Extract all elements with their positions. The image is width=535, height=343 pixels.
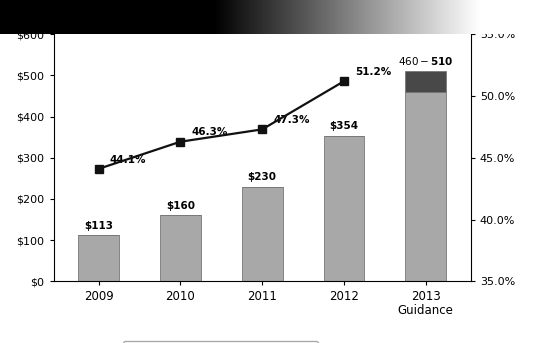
Text: $230: $230 (248, 173, 277, 182)
Text: $160: $160 (166, 201, 195, 211)
Legend: Revenue, Gross Margin: Revenue, Gross Margin (123, 341, 318, 343)
Text: $354: $354 (330, 121, 358, 131)
Text: 46.3%: 46.3% (192, 127, 228, 138)
Text: 44.1%: 44.1% (110, 155, 147, 165)
Text: 51.2%: 51.2% (355, 67, 392, 77)
Bar (406, 71, 446, 92)
Text: 47.3%: 47.3% (273, 115, 310, 125)
Text: $113: $113 (84, 221, 113, 230)
Bar (160, 215, 201, 281)
Bar (242, 187, 282, 281)
Bar (406, 92, 446, 281)
Bar (324, 135, 364, 281)
Text: $ in millions: $ in millions (48, 23, 108, 33)
Bar (78, 235, 119, 281)
Text: $460 - $510: $460 - $510 (398, 55, 454, 67)
